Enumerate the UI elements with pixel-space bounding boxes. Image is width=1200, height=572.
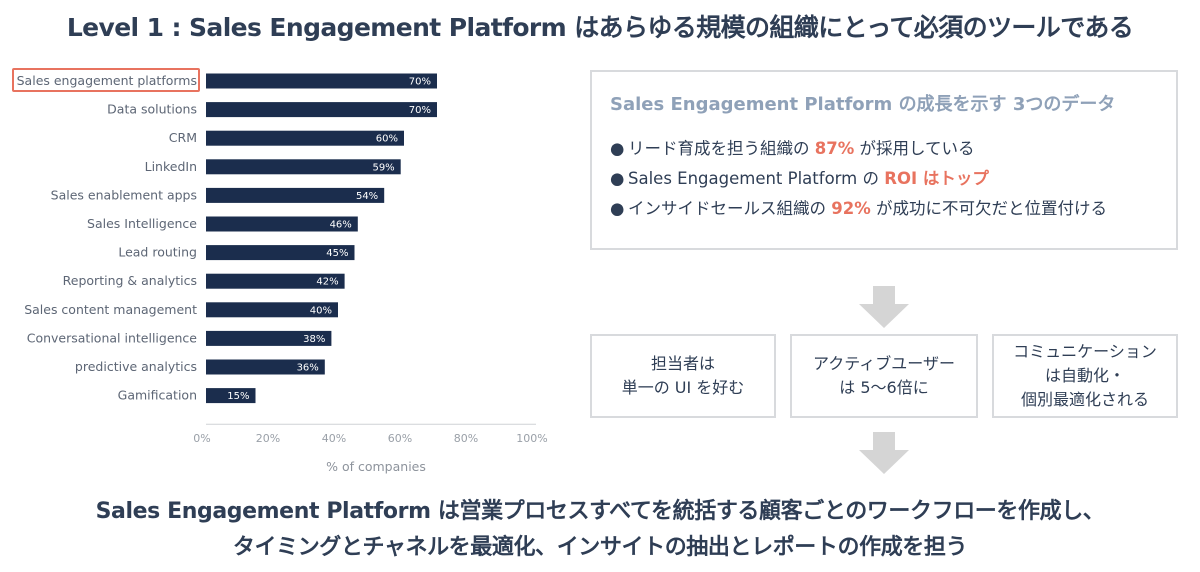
bullet-text: Sales Engagement Platform の	[628, 169, 885, 188]
value-label: 70%	[409, 105, 431, 116]
bar	[206, 102, 437, 118]
info-box: Sales Engagement Platform の成長を示す 3つのデータ …	[590, 70, 1178, 250]
highlight-box	[12, 68, 200, 92]
bullet-text: リード育成を担う組織の	[628, 139, 815, 158]
value-label: 45%	[326, 248, 348, 259]
feature-box-single-ui: 担当者は 単一の UI を好む	[590, 334, 776, 418]
feature-box-line: 担当者は	[650, 354, 715, 373]
bullet-dot: ●	[610, 169, 625, 188]
value-label: 38%	[303, 334, 325, 345]
category-label: Sales content management	[24, 302, 197, 317]
page-title: Level 1 : Sales Engagement Platform はあらゆ…	[66, 13, 1134, 42]
value-label: 15%	[227, 391, 249, 402]
bar	[206, 73, 437, 89]
bullet-dot: ●	[610, 199, 625, 218]
bar	[206, 302, 338, 318]
down-arrow-icon	[859, 286, 909, 328]
feature-box-line: コミュニケーション	[1013, 342, 1157, 361]
feature-box-communication: コミュニケーション は自動化・ 個別最適化される	[992, 334, 1178, 418]
tick-label: 0%	[193, 432, 210, 445]
info-bullet: ● リード育成を担う組織の 87% が採用している	[610, 134, 1176, 164]
bullet-highlight: 87%	[814, 139, 855, 158]
value-label: 40%	[310, 305, 332, 316]
category-label: Lead routing	[118, 245, 197, 260]
bar	[206, 245, 355, 261]
bullet-text: が成功に不可欠だと位置付ける	[870, 199, 1107, 218]
feature-box-line: アクティブユーザー	[813, 354, 955, 373]
bar	[206, 359, 325, 375]
category-label: Conversational intelligence	[27, 330, 198, 345]
category-label: predictive analytics	[75, 359, 197, 374]
category-label: Reporting & analytics	[63, 273, 197, 288]
category-label: Data solutions	[107, 102, 197, 117]
value-label: 60%	[376, 134, 398, 145]
category-label: LinkedIn	[145, 159, 197, 174]
bar	[206, 159, 401, 175]
feature-box-line: は 5〜6倍に	[839, 378, 929, 397]
down-arrow-icon	[859, 432, 909, 474]
x-axis-title: % of companies	[326, 459, 426, 474]
tick-label: 100%	[516, 432, 547, 445]
bar	[206, 388, 256, 404]
summary-text: Sales Engagement Platform は営業プロセスすべてを統括す…	[0, 494, 1200, 566]
bullet-dot: ●	[610, 139, 625, 158]
bullet-text: インサイドセールス組織の	[628, 199, 832, 218]
bar	[206, 130, 404, 146]
category-label: Gamification	[118, 388, 197, 403]
bullet-highlight: ROI はトップ	[884, 169, 989, 188]
value-label: 70%	[409, 77, 431, 88]
value-label: 59%	[372, 162, 394, 173]
category-label: Sales Intelligence	[87, 216, 197, 231]
value-label: 46%	[330, 220, 352, 231]
value-label: 42%	[316, 277, 338, 288]
category-label: CRM	[169, 130, 197, 145]
tick-label: 80%	[454, 432, 478, 445]
bullet-highlight: 92%	[831, 199, 871, 218]
tick-label: 60%	[388, 432, 412, 445]
info-box-title: Sales Engagement Platform の成長を示す 3つのデータ	[610, 94, 1116, 115]
bar	[206, 216, 358, 232]
bar	[206, 330, 332, 346]
info-bullet: ● Sales Engagement Platform の ROI はトップ	[610, 164, 1176, 194]
summary-line: Sales Engagement Platform は営業プロセスすべてを統括す…	[95, 499, 1105, 524]
bullet-text: が採用している	[854, 139, 975, 158]
bar	[206, 273, 345, 289]
bar-chart: Sales engagement platforms 70% Data soluti…	[17, 73, 548, 474]
feature-box-line: は自動化・	[1044, 366, 1125, 385]
info-bullet: ● インサイドセールス組織の 92% が成功に不可欠だと位置付ける	[610, 194, 1176, 224]
category-label: Sales engagement platforms	[17, 73, 197, 88]
feature-box-active-users: アクティブユーザー は 5〜6倍に	[790, 334, 978, 418]
tick-label: 20%	[256, 432, 280, 445]
value-label: 54%	[356, 191, 378, 202]
tick-label: 40%	[322, 432, 346, 445]
feature-box-line: 単一の UI を好む	[621, 378, 745, 397]
value-label: 36%	[297, 363, 319, 374]
category-label: Sales enablement apps	[51, 187, 197, 202]
feature-box-line: 個別最適化される	[1020, 390, 1149, 409]
summary-line: タイミングとチャネルを最適化、インサイトの抽出とレポートの作成を担う	[232, 535, 968, 560]
bar	[206, 187, 385, 203]
